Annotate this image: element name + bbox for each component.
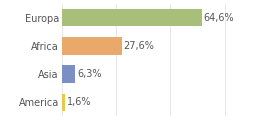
- Text: 1,6%: 1,6%: [67, 97, 91, 108]
- Bar: [62, 37, 122, 55]
- Text: 27,6%: 27,6%: [123, 41, 154, 51]
- Text: 64,6%: 64,6%: [204, 12, 234, 23]
- Bar: [62, 9, 202, 26]
- Text: 6,3%: 6,3%: [77, 69, 102, 79]
- Bar: [62, 65, 75, 83]
- Bar: [62, 94, 65, 111]
